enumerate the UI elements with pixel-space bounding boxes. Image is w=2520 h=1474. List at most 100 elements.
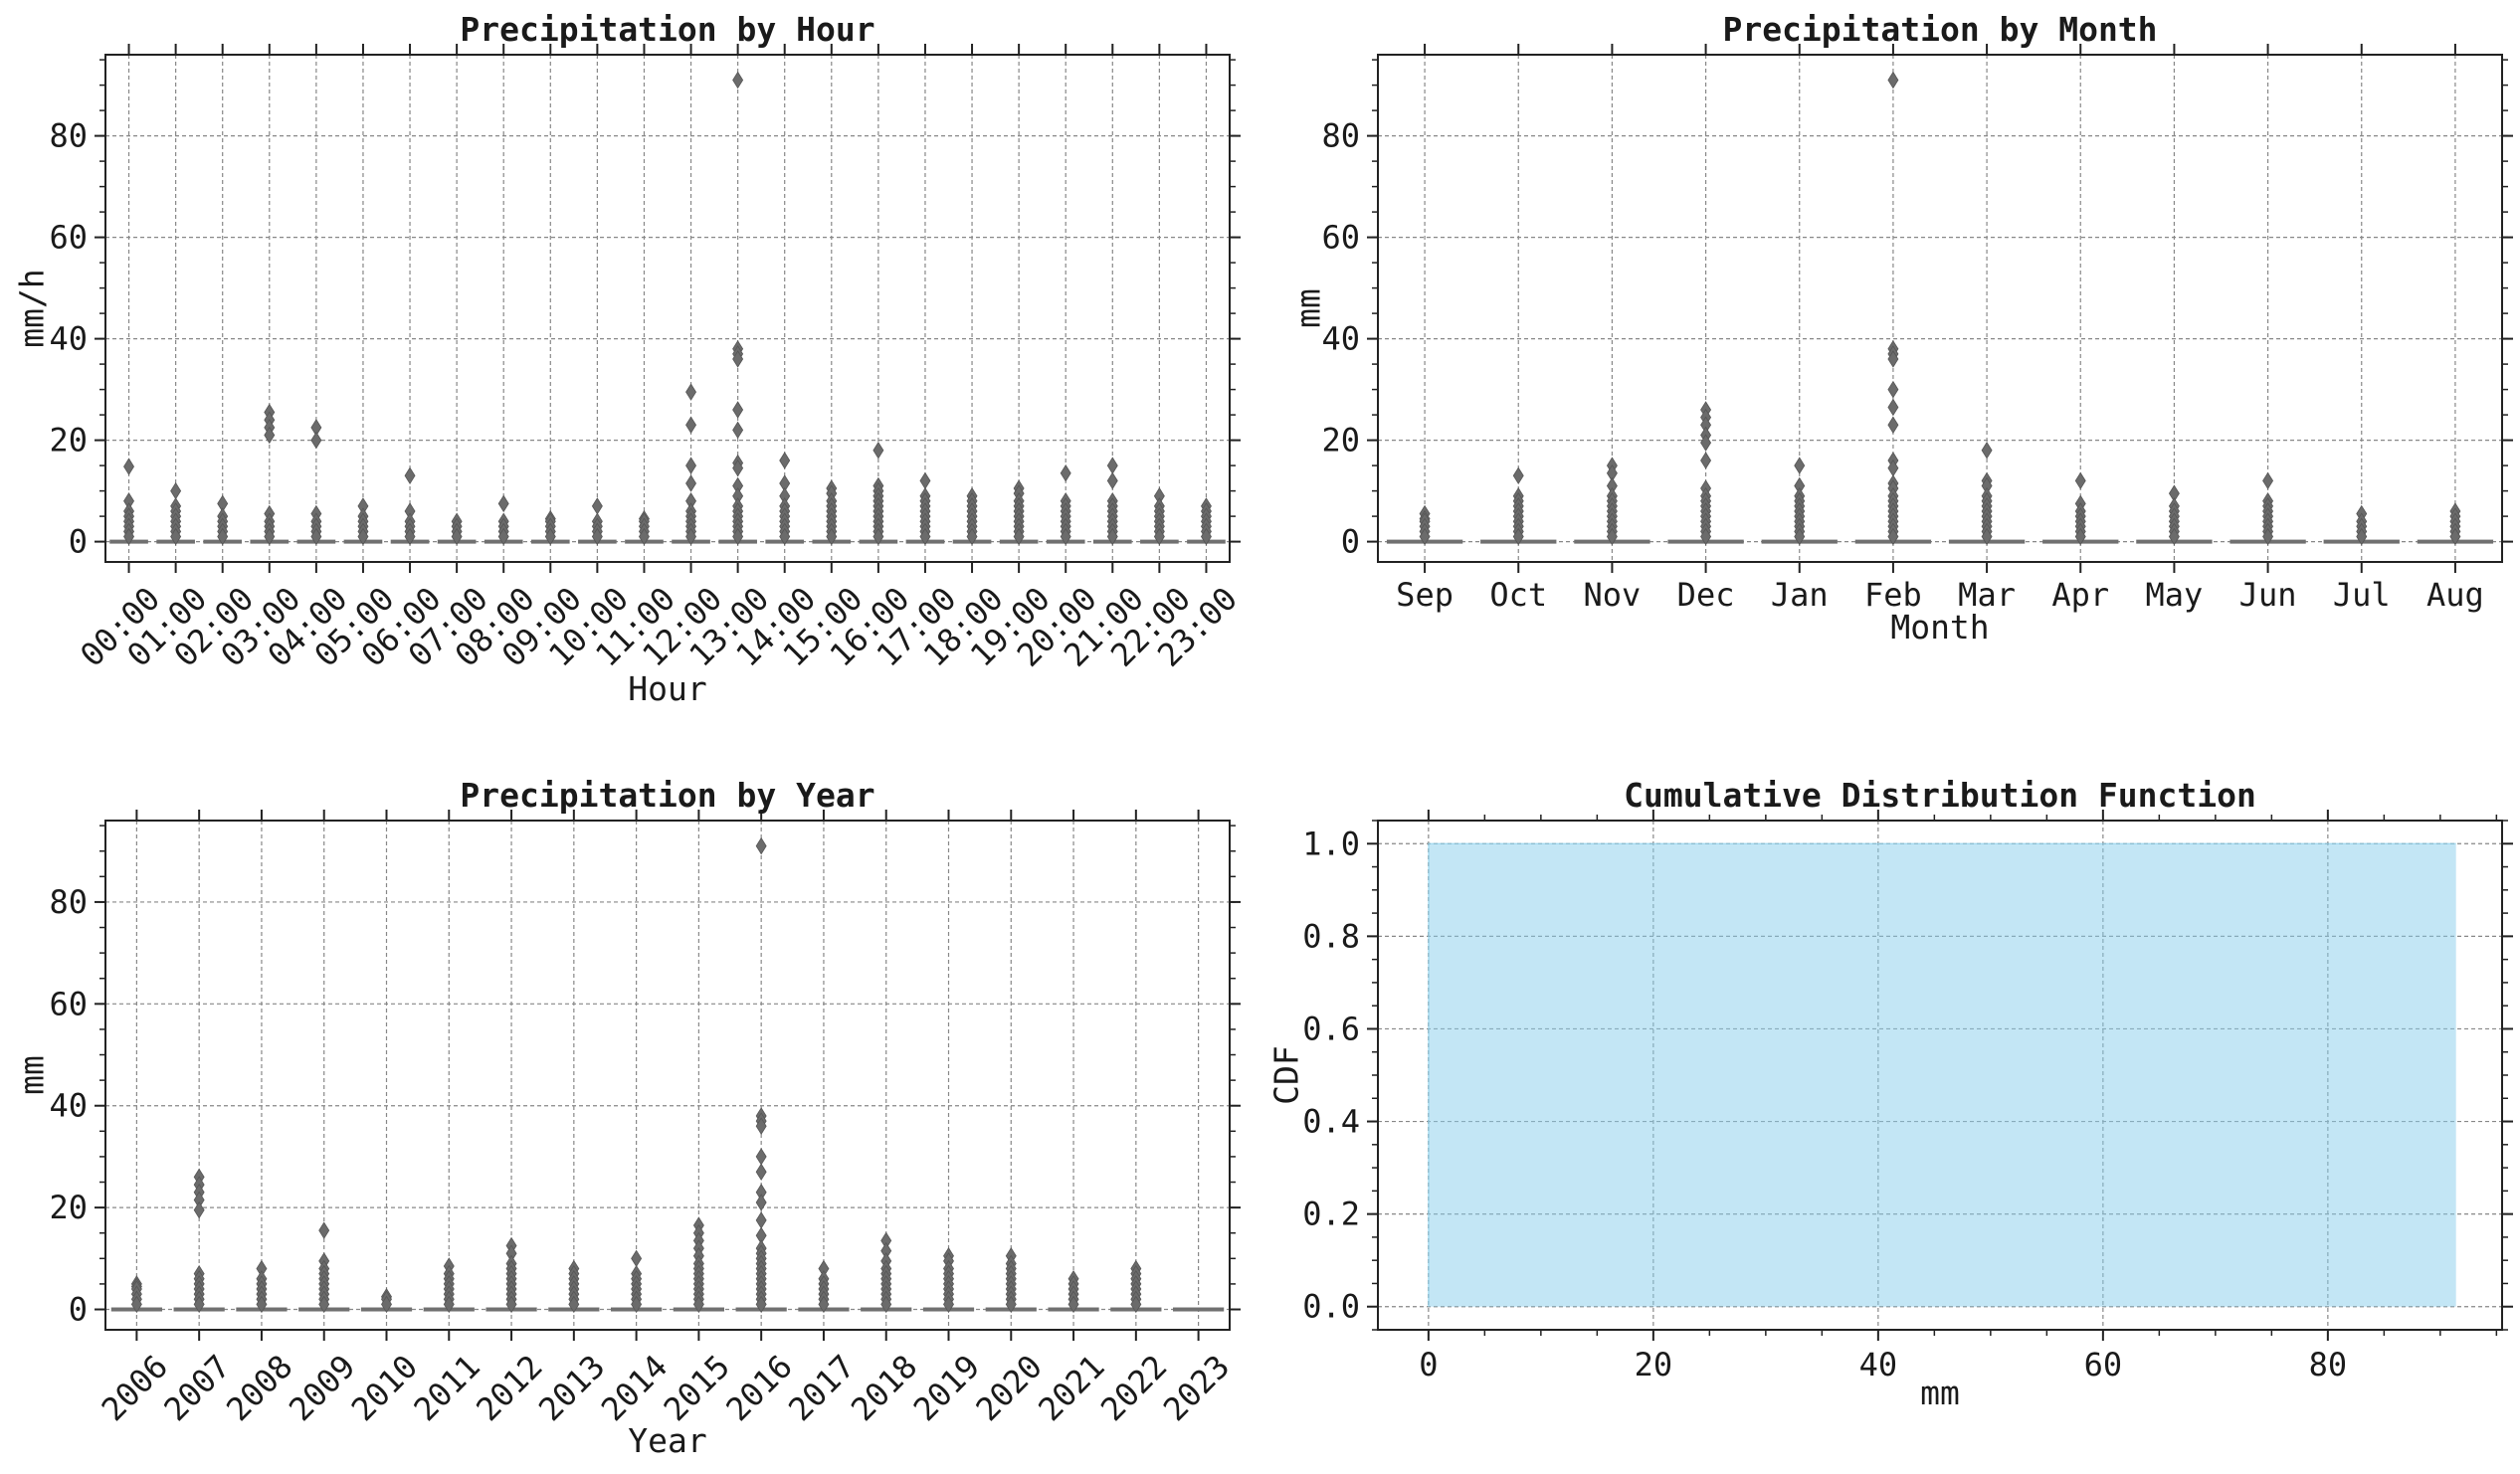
y-tick-label: 1.0: [1302, 825, 1360, 862]
outlier-point: [170, 481, 182, 500]
cdf-line: [1428, 842, 2456, 1307]
outlier-point: [310, 431, 322, 450]
outlier-point: [1200, 527, 1212, 546]
x-tick-label: 2014: [594, 1348, 675, 1428]
outlier-point: [826, 527, 838, 546]
outlier-point: [732, 401, 744, 419]
x-tick-label: 2015: [657, 1348, 737, 1428]
outlier-point: [404, 466, 416, 485]
outlier-point: [1106, 527, 1118, 546]
chart-month: 0 20 40 60 80 Sep Oct Nov Dec Jan Feb Mar Apr May Jun J…: [1289, 10, 2513, 646]
outlier-point: [1887, 380, 1899, 399]
outlier-point: [755, 1295, 767, 1314]
x-tick-label: 2021: [1031, 1348, 1111, 1428]
outlier-point: [1060, 463, 1071, 482]
outlier-point: [1887, 71, 1899, 90]
chart-cdf: 0.0 0.2 0.4 0.6 0.8 1.0 0 20 40 60 80 Cumulative D…: [1267, 776, 2513, 1412]
outlier-point: [1700, 527, 1712, 546]
x-tick-label: 2011: [407, 1348, 487, 1428]
y-tick-label: 60: [49, 219, 88, 257]
y-axis-label: mm: [13, 1055, 52, 1095]
outlier-point: [1981, 527, 1993, 546]
outlier-point: [1130, 1295, 1142, 1314]
outlier-point: [1067, 1295, 1079, 1314]
outlier-point: [872, 442, 884, 460]
y-tick-label: 20: [49, 1189, 88, 1226]
outlier-point: [943, 1295, 954, 1314]
x-tick-label: 2020: [969, 1348, 1050, 1428]
outlier-point: [2356, 527, 2368, 546]
x-tick-label: 40: [1859, 1346, 1898, 1383]
y-axis-label: mm/h: [13, 269, 52, 347]
x-axis-label: Month: [1890, 608, 1989, 646]
x-tick-label: 2019: [906, 1348, 987, 1428]
y-tick-label: 0.6: [1302, 1010, 1360, 1047]
outlier-point: [1887, 416, 1899, 435]
outlier-point: [755, 1163, 767, 1182]
x-tick-label: Dec: [1677, 576, 1735, 614]
outlier-point: [692, 1295, 704, 1314]
outlier-point: [1512, 466, 1524, 485]
y-tick-label: 0.8: [1302, 917, 1360, 955]
outlier-point: [1106, 471, 1118, 490]
y-tick-label: 0.0: [1302, 1288, 1360, 1326]
outlier-point: [1606, 527, 1618, 546]
outlier-point: [2262, 527, 2274, 546]
outlier-point: [685, 474, 697, 492]
outlier-point: [591, 497, 603, 515]
outlier-point: [685, 457, 697, 474]
box: [1173, 1307, 1225, 1312]
x-tick-label: 2018: [844, 1348, 924, 1428]
x-tick-label: 2006: [95, 1348, 175, 1428]
outlier-point: [1794, 527, 1806, 546]
x-tick-label: 2007: [156, 1348, 237, 1428]
outlier-point: [880, 1295, 892, 1314]
outlier-point: [1419, 527, 1431, 546]
x-tick-label: 80: [2309, 1346, 2348, 1383]
y-tick-label: 0: [69, 523, 88, 561]
outlier-point: [779, 527, 791, 546]
x-tick-label: Oct: [1489, 576, 1547, 614]
x-tick-label: 2010: [344, 1348, 425, 1428]
outlier-point: [1013, 527, 1025, 546]
x-tick-label: May: [2146, 576, 2204, 614]
x-tick-label: Jun: [2239, 576, 2297, 614]
x-tick-label: Apr: [2051, 576, 2109, 614]
outlier-point: [544, 527, 556, 546]
outlier-point: [818, 1295, 830, 1314]
x-tick-label: Jan: [1771, 576, 1829, 614]
outlier-point: [123, 527, 135, 546]
y-tick-label: 80: [49, 117, 88, 155]
outlier-point: [1700, 452, 1712, 469]
outlier-point: [318, 1221, 330, 1239]
y-tick-label: 60: [1321, 219, 1360, 257]
outlier-point: [1700, 434, 1712, 452]
x-tick-label: Jul: [2333, 576, 2391, 614]
outlier-point: [732, 527, 744, 546]
outlier-point: [1060, 527, 1071, 546]
chart-title: Cumulative Distribution Function: [1624, 776, 2256, 815]
outlier-point: [755, 1117, 767, 1135]
outlier-point: [193, 1200, 205, 1219]
outlier-point: [1887, 398, 1899, 417]
outlier-point: [1981, 442, 1993, 460]
x-tick-label: 2022: [1093, 1348, 1174, 1428]
outlier-point: [2168, 527, 2180, 546]
y-tick-label: 20: [49, 422, 88, 460]
outlier-point: [568, 1295, 580, 1314]
x-tick-label: 2017: [781, 1348, 862, 1428]
outlier-point: [404, 527, 416, 546]
x-tick-label: 0: [1419, 1346, 1438, 1383]
y-axis-label: mm: [1289, 288, 1328, 328]
y-axis-label: CDF: [1267, 1045, 1306, 1105]
outlier-point: [1153, 527, 1165, 546]
outlier-point: [497, 494, 509, 513]
chart-title: Precipitation by Month: [1722, 10, 2157, 49]
outlier-point: [732, 350, 744, 368]
outlier-point: [130, 1295, 142, 1314]
x-tick-label: Mar: [1958, 576, 2016, 614]
outlier-point: [357, 527, 369, 546]
outlier-point: [685, 383, 697, 401]
outlier-point: [779, 452, 791, 469]
outlier-point: [685, 527, 697, 546]
